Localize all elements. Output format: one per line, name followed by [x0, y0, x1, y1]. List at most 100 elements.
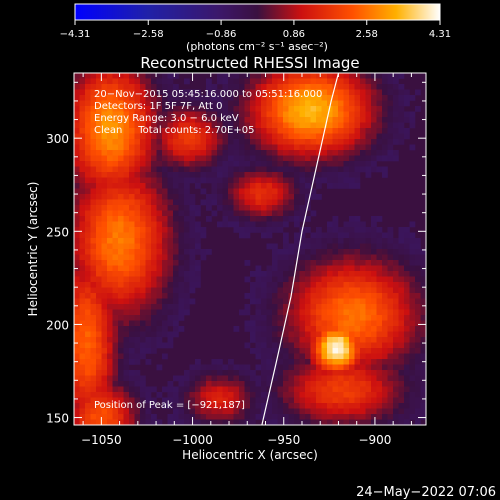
- heatmap-cell: [162, 194, 168, 200]
- heatmap-cell: [112, 375, 119, 382]
- heatmap-cell: [299, 370, 306, 376]
- heatmap-cell: [283, 78, 289, 85]
- heatmap-cell: [332, 282, 339, 288]
- heatmap-cell: [217, 166, 223, 173]
- heatmap-cell: [327, 309, 333, 316]
- heatmap-cell: [167, 221, 174, 228]
- heatmap-cell: [299, 342, 306, 349]
- heatmap-cell: [129, 260, 135, 266]
- heatmap-cell: [272, 194, 278, 200]
- heatmap-cell: [288, 304, 295, 310]
- heatmap-cell: [288, 254, 295, 261]
- heatmap-cell: [118, 188, 124, 195]
- heatmap-cell: [90, 287, 97, 294]
- heatmap-cell: [189, 172, 196, 178]
- heatmap-cell: [156, 326, 163, 332]
- heatmap-cell: [200, 397, 207, 404]
- heatmap-cell: [134, 243, 141, 250]
- heatmap-cell: [145, 265, 152, 272]
- heatmap-cell: [222, 194, 229, 200]
- heatmap-cell: [200, 95, 207, 101]
- heatmap-cell: [255, 139, 262, 145]
- heatmap-cell: [327, 265, 333, 272]
- heatmap-cell: [316, 183, 322, 189]
- heatmap-cell: [74, 326, 80, 332]
- heatmap-cell: [343, 348, 350, 354]
- heatmap-cell: [283, 419, 289, 425]
- heatmap-cell: [178, 161, 185, 167]
- heatmap-cell: [365, 381, 372, 387]
- heatmap-cell: [151, 419, 157, 425]
- heatmap-cell: [398, 73, 405, 79]
- heatmap-cell: [365, 414, 372, 420]
- heatmap-cell: [338, 282, 344, 288]
- heatmap-cell: [211, 386, 218, 393]
- heatmap-cell: [349, 133, 355, 140]
- heatmap-cell: [277, 370, 284, 376]
- heatmap-cell: [129, 265, 135, 272]
- heatmap-cell: [272, 117, 278, 123]
- heatmap-cell: [266, 265, 273, 272]
- heatmap-cell: [255, 326, 262, 332]
- heatmap-cell: [101, 364, 108, 371]
- heatmap-cell: [200, 111, 207, 118]
- heatmap-cell: [327, 117, 333, 123]
- heatmap-cell: [244, 403, 251, 409]
- heatmap-cell: [85, 249, 91, 255]
- heatmap-cell: [112, 95, 119, 101]
- heatmap-cell: [156, 238, 163, 244]
- heatmap-cell: [162, 144, 168, 151]
- heatmap-cell: [107, 392, 113, 398]
- heatmap-cell: [112, 408, 119, 415]
- heatmap-cell: [288, 320, 295, 327]
- heatmap-cell: [255, 408, 262, 415]
- heatmap-cell: [173, 139, 179, 145]
- heatmap-cell: [250, 392, 256, 398]
- heatmap-cell: [288, 331, 295, 338]
- heatmap-cell: [156, 392, 163, 398]
- heatmap-cell: [283, 397, 289, 404]
- heatmap-cell: [123, 166, 130, 173]
- heatmap-cell: [305, 254, 311, 261]
- heatmap-cell: [371, 150, 377, 156]
- heatmap-cell: [156, 95, 163, 101]
- heatmap-cell: [393, 271, 399, 277]
- heatmap-cell: [283, 348, 289, 354]
- heatmap-cell: [250, 183, 256, 189]
- heatmap-cell: [261, 326, 267, 332]
- heatmap-cell: [288, 106, 295, 112]
- heatmap-cell: [288, 249, 295, 255]
- heatmap-cell: [222, 111, 229, 118]
- heatmap-cell: [250, 337, 256, 343]
- heatmap-cell: [145, 194, 152, 200]
- heatmap-cell: [140, 304, 146, 310]
- heatmap-cell: [123, 216, 130, 222]
- heatmap-cell: [162, 249, 168, 255]
- heatmap-cell: [305, 128, 311, 134]
- heatmap-cell: [387, 133, 394, 140]
- heatmap-cell: [79, 276, 86, 283]
- heatmap-cell: [74, 392, 80, 398]
- heatmap-cell: [90, 73, 97, 79]
- heatmap-cell: [415, 106, 421, 112]
- heatmap-cell: [250, 89, 256, 96]
- heatmap-cell: [349, 298, 355, 305]
- heatmap-cell: [129, 210, 135, 217]
- heatmap-cell: [261, 271, 267, 277]
- heatmap-cell: [382, 89, 388, 96]
- heatmap-cell: [173, 419, 179, 425]
- heatmap-cell: [250, 84, 256, 90]
- heatmap-cell: [360, 117, 366, 123]
- heatmap-cell: [365, 375, 372, 382]
- heatmap-cell: [316, 117, 322, 123]
- heatmap-cell: [200, 144, 207, 151]
- heatmap-cell: [376, 166, 383, 173]
- heatmap-cell: [376, 392, 383, 398]
- heatmap-cell: [85, 414, 91, 420]
- heatmap-cell: [338, 408, 344, 415]
- heatmap-cell: [156, 337, 163, 343]
- heatmap-cell: [129, 205, 135, 211]
- heatmap-cell: [393, 139, 399, 145]
- heatmap-cell: [211, 199, 218, 206]
- heatmap-cell: [156, 265, 163, 272]
